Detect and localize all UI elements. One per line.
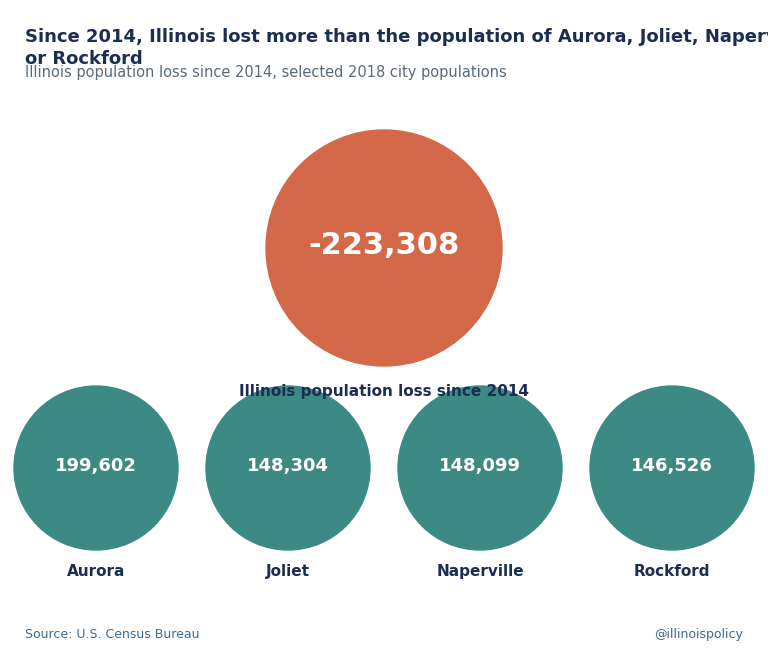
Text: Since 2014, Illinois lost more than the population of Aurora, Joliet, Naperville: Since 2014, Illinois lost more than the …	[25, 28, 768, 68]
Text: Naperville: Naperville	[436, 564, 524, 579]
Text: 148,304: 148,304	[247, 457, 329, 475]
Circle shape	[14, 386, 178, 550]
Text: 148,099: 148,099	[439, 457, 521, 475]
Text: Joliet: Joliet	[266, 564, 310, 579]
Text: @illinoispolicy: @illinoispolicy	[654, 628, 743, 641]
Text: Aurora: Aurora	[67, 564, 125, 579]
Text: Illinois population loss since 2014, selected 2018 city populations: Illinois population loss since 2014, sel…	[25, 65, 507, 80]
Text: -223,308: -223,308	[309, 231, 459, 259]
Circle shape	[206, 386, 370, 550]
Text: Illinois population loss since 2014: Illinois population loss since 2014	[239, 384, 529, 399]
Text: Source: U.S. Census Bureau: Source: U.S. Census Bureau	[25, 628, 200, 641]
Text: 199,602: 199,602	[55, 457, 137, 475]
Text: Rockford: Rockford	[634, 564, 710, 579]
Text: 146,526: 146,526	[631, 457, 713, 475]
Circle shape	[590, 386, 754, 550]
Circle shape	[266, 130, 502, 366]
Circle shape	[398, 386, 562, 550]
